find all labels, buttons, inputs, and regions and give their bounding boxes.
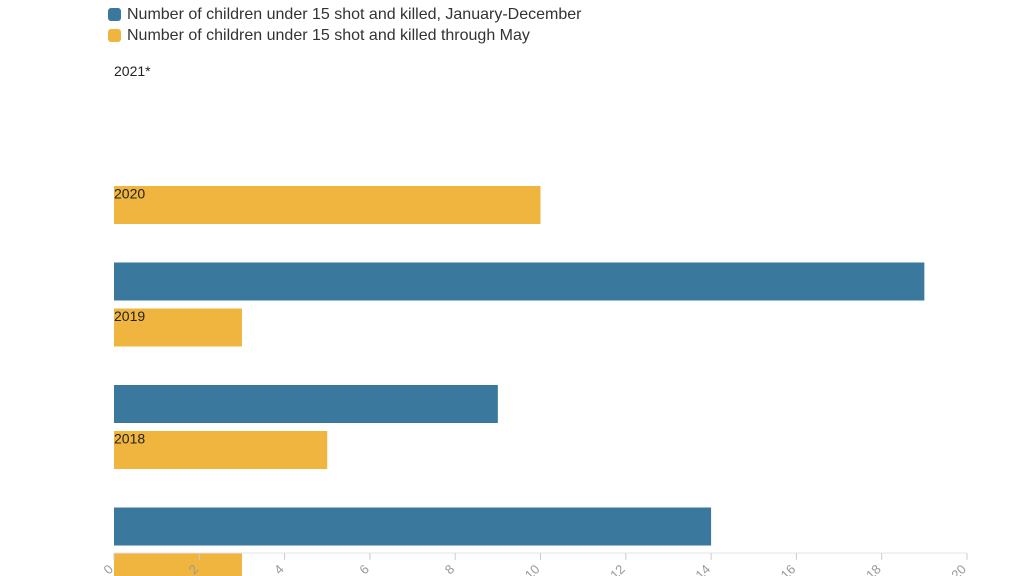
legend-label-through-may: Number of children under 15 shot and kil…: [127, 26, 530, 44]
category-label: 2019: [114, 308, 145, 324]
bar-full-year: [114, 507, 712, 546]
legend-item-through-may: Number of children under 15 shot and kil…: [108, 25, 581, 46]
bar-through-may: [114, 308, 242, 347]
x-tick-label: 18: [863, 562, 884, 576]
category-label: 2020: [114, 186, 145, 202]
legend-label-full-year: Number of children under 15 shot and kil…: [127, 5, 582, 23]
x-tick-label: 8: [442, 562, 458, 576]
legend-swatch-through-may: [108, 29, 121, 42]
x-tick-label: 20: [948, 562, 969, 576]
category-label: 2021*: [114, 63, 151, 79]
legend-swatch-full-year: [108, 8, 121, 21]
x-tick-label: 10: [522, 562, 543, 576]
legend: Number of children under 15 shot and kil…: [108, 4, 581, 46]
x-tick-label: 4: [271, 562, 287, 576]
x-tick-label: 14: [692, 562, 713, 576]
x-tick-label: 6: [356, 562, 372, 576]
bar-through-may: [114, 186, 541, 224]
x-tick-label: 0: [100, 562, 116, 576]
bar-full-year: [114, 262, 925, 301]
bar-full-year: [114, 385, 498, 423]
bar-through-may: [114, 431, 328, 469]
legend-item-full-year: Number of children under 15 shot and kil…: [108, 4, 581, 25]
x-tick-label: 16: [778, 562, 799, 576]
bar-through-may: [114, 553, 242, 576]
category-label: 2018: [114, 431, 145, 447]
x-tick-label: 12: [607, 562, 628, 576]
